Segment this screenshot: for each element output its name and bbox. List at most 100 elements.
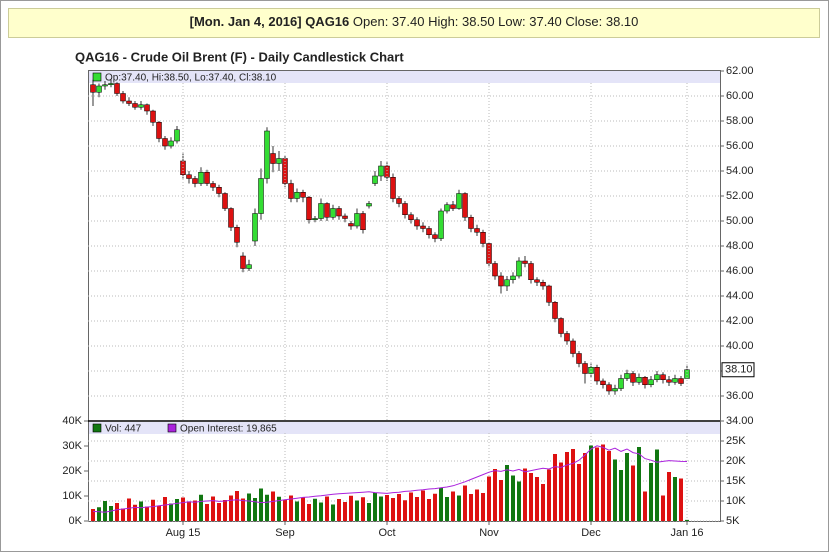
y2-tick-label: 20K — [726, 455, 746, 467]
y-tick-label: 60.00 — [726, 90, 754, 102]
volume-bar — [589, 445, 593, 521]
candle-body — [126, 100, 132, 104]
candle-body — [216, 187, 222, 194]
volume-bar — [547, 469, 551, 521]
volume-bar — [487, 476, 491, 521]
x-tick-label: Oct — [378, 527, 395, 539]
candle-body — [624, 373, 630, 379]
last-price-label: 38.10 — [725, 364, 753, 376]
volume-bar — [565, 452, 569, 521]
candle-body — [132, 103, 138, 108]
candle-body — [456, 193, 462, 209]
volume-bar — [523, 468, 527, 521]
candle-body — [120, 93, 126, 102]
candle-body — [474, 228, 480, 233]
volume-bar — [505, 465, 509, 521]
candle-body — [300, 192, 306, 198]
volume-bar — [679, 478, 683, 521]
candle-body — [408, 214, 414, 220]
volume-bar — [583, 453, 587, 521]
candle-body — [336, 208, 342, 217]
candle-body — [552, 302, 558, 319]
volume-bar — [607, 451, 611, 521]
legend-swatch — [167, 423, 177, 433]
volume-bar — [517, 481, 521, 521]
candle-body — [324, 203, 330, 218]
candle-body — [468, 217, 474, 229]
volume-bar — [331, 504, 335, 521]
candle-body — [288, 183, 294, 199]
volume-bar — [265, 494, 269, 521]
candle-body — [174, 129, 180, 142]
y-tick-label: 52.00 — [726, 190, 754, 202]
volume-bar — [235, 491, 239, 521]
candle-body — [492, 263, 498, 277]
candle-body — [504, 279, 510, 287]
volume-bar — [361, 497, 365, 521]
volume-bar — [463, 485, 467, 521]
candle-body — [204, 172, 210, 184]
candle-body — [630, 373, 636, 383]
volume-bar — [241, 498, 245, 521]
y2-tick-label: 10K — [726, 495, 746, 507]
candle-body — [396, 198, 402, 204]
volume-bar — [193, 500, 197, 521]
candle-body — [642, 377, 648, 385]
candle-body — [186, 174, 192, 179]
volume-bar — [229, 495, 233, 521]
candle-body — [426, 228, 432, 235]
chart-title: QAG16 - Crude Oil Brent (F) - Daily Cand… — [75, 49, 404, 64]
y-tick-label: 30K — [62, 440, 82, 452]
header-quote: Open: 37.40 High: 38.50 Low: 37.40 Close… — [353, 14, 638, 29]
candle-body — [102, 84, 108, 87]
volume-bar — [301, 497, 305, 521]
volume-bar — [451, 491, 455, 521]
candle-body — [234, 227, 240, 243]
candle-body — [150, 110, 156, 123]
candle-body — [606, 384, 612, 392]
candle-body — [258, 178, 264, 214]
candle-body — [168, 140, 174, 147]
volume-bar — [613, 459, 617, 521]
candle-body — [198, 172, 204, 184]
candle-body — [108, 83, 114, 85]
candle-body — [480, 232, 486, 244]
volume-bar — [655, 449, 659, 521]
candle-body — [222, 193, 228, 209]
volume-bar — [157, 505, 161, 521]
volume-bar — [649, 463, 653, 521]
candle-body — [96, 85, 102, 93]
volume-bar — [295, 501, 299, 521]
candle-body — [228, 208, 234, 228]
candle-body — [462, 193, 468, 218]
x-tick-label: Nov — [479, 527, 499, 539]
candle-body — [276, 158, 282, 164]
volume-bar — [313, 498, 317, 521]
volume-bar — [445, 497, 449, 521]
y-tick-label: 42.00 — [726, 315, 754, 327]
volume-bar — [595, 447, 599, 521]
volume-bar — [559, 462, 563, 521]
volume-bar — [373, 492, 377, 521]
candle-body — [510, 275, 516, 280]
volume-bar — [97, 507, 101, 521]
candle-body — [264, 130, 270, 179]
candle-body — [312, 218, 318, 220]
volume-bar — [511, 475, 515, 521]
candle-body — [318, 203, 324, 219]
candle-body — [414, 219, 420, 227]
candle-body — [114, 83, 120, 94]
candle-body — [390, 177, 396, 199]
volume-bar — [403, 500, 407, 521]
volume-bar — [481, 493, 485, 521]
candle-body — [678, 378, 684, 384]
candle-body — [246, 264, 252, 269]
volume-legend-band — [89, 422, 720, 434]
volume-bar — [349, 495, 353, 521]
candle-body — [162, 138, 168, 147]
volume-bar — [637, 447, 641, 521]
oi-legend: Open Interest: 19,865 — [180, 424, 277, 435]
candle-body — [144, 104, 150, 112]
candle-body — [240, 255, 246, 269]
